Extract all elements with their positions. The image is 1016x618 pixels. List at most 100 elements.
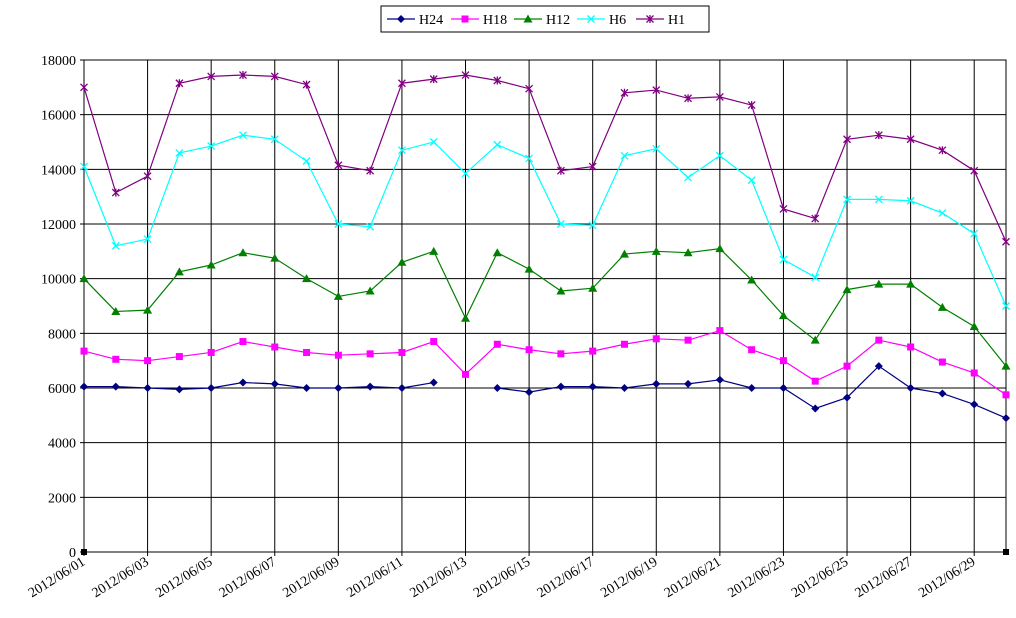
data-point-h24 — [811, 404, 820, 413]
data-point-h1 — [811, 214, 820, 223]
data-point-h18 — [239, 338, 247, 346]
data-point-h12 — [842, 285, 852, 294]
data-point-h24 — [525, 388, 534, 397]
data-point-h24 — [874, 362, 883, 371]
data-point-h24 — [207, 384, 216, 392]
legend-marker-h1 — [646, 15, 654, 23]
data-point-h24 — [715, 375, 724, 384]
data-point-h24 — [588, 382, 597, 391]
data-point-h1 — [302, 80, 311, 89]
data-point-h18 — [334, 351, 342, 359]
series-line-h18 — [83, 329, 1007, 396]
data-point-h1 — [779, 204, 788, 213]
data-point-h6 — [779, 255, 788, 264]
data-point-h1 — [111, 188, 120, 197]
data-point-h12 — [492, 248, 502, 257]
data-point-h18 — [938, 358, 946, 366]
data-point-h1 — [175, 79, 184, 88]
data-point-h12 — [333, 291, 343, 300]
data-point-h6 — [588, 221, 597, 230]
data-point-h6 — [111, 241, 120, 250]
data-point-h1 — [239, 71, 247, 80]
data-point-h24 — [970, 400, 979, 409]
data-point-h6 — [747, 176, 756, 185]
data-point-h18 — [525, 346, 533, 354]
data-point-h12 — [556, 286, 566, 295]
data-point-h6 — [175, 148, 184, 157]
data-point-h18 — [493, 340, 501, 348]
x-tick-label: 2012/06/15 — [471, 555, 533, 602]
series-line-h1 — [83, 74, 1007, 243]
legend-marker-h18 — [461, 15, 469, 23]
data-point-h12 — [79, 274, 89, 283]
data-point-h1 — [525, 84, 534, 93]
data-point-h12 — [588, 283, 598, 292]
data-point-h24 — [652, 379, 661, 388]
data-point-h18 — [144, 357, 152, 365]
data-point-h1 — [747, 101, 756, 110]
data-point-h6 — [970, 229, 979, 238]
x-tick-label: 2012/06/07 — [217, 555, 279, 602]
y-tick-label: 14000 — [41, 163, 76, 178]
data-point-h1 — [684, 94, 693, 103]
x-tick-label: 2012/06/09 — [280, 555, 342, 602]
data-point-h24 — [270, 379, 279, 388]
legend-label-h1: H1 — [668, 13, 685, 28]
data-point-h18 — [843, 362, 851, 370]
x-tick-label: 2012/06/01 — [26, 555, 88, 602]
data-point-h18 — [430, 338, 438, 346]
data-point-h12 — [906, 279, 916, 288]
y-axis-ticks: 0 2000 4000 6000 8000 10000 12000 14000 16000 180… — [41, 54, 84, 561]
x-tick-label: 2012/06/03 — [90, 555, 152, 602]
x-tick-label: 2012/06/29 — [916, 555, 978, 602]
data-point-h24 — [334, 384, 343, 392]
x-tick-label: 2012/06/11 — [344, 555, 406, 601]
data-point-h18 — [811, 377, 819, 385]
series-h12 — [79, 244, 1011, 370]
data-point-h24 — [779, 384, 788, 392]
y-tick-label: 18000 — [41, 54, 76, 69]
data-point-h6 — [906, 196, 915, 205]
data-point-h24 — [684, 379, 693, 388]
data-point-h1 — [843, 135, 851, 144]
data-point-h18 — [1002, 391, 1010, 399]
x-tick-label: 2012/06/05 — [153, 555, 215, 602]
data-point-h12 — [174, 267, 184, 276]
series-line-h12 — [83, 247, 1007, 367]
data-point-h12 — [778, 311, 788, 320]
data-point-h1 — [80, 83, 88, 92]
x-tick-label: 2012/06/21 — [662, 555, 724, 602]
data-point-h1 — [652, 86, 661, 95]
data-point-h1 — [397, 79, 406, 88]
data-point-h1 — [1002, 237, 1010, 246]
data-point-h18 — [303, 348, 311, 356]
legend-marker-h12 — [523, 14, 533, 23]
data-point-h12 — [937, 302, 947, 311]
data-point-h18 — [398, 348, 406, 356]
data-point-h1 — [906, 135, 915, 144]
data-point-h18 — [589, 347, 597, 355]
data-point-h12 — [206, 260, 216, 269]
data-point-h1 — [715, 92, 724, 101]
x-tick-label: 2012/06/13 — [408, 555, 470, 602]
data-point-h12 — [143, 305, 153, 314]
series-group — [79, 71, 1011, 423]
data-point-h1 — [143, 172, 152, 181]
data-point-h24 — [429, 378, 438, 387]
data-point-h18 — [207, 348, 215, 356]
data-point-h6 — [429, 138, 438, 146]
data-point-h12 — [397, 257, 407, 266]
data-point-h12 — [810, 335, 820, 344]
data-point-h1 — [588, 162, 597, 171]
data-point-h6 — [525, 154, 534, 163]
data-point-h18 — [462, 370, 470, 378]
data-point-h12 — [365, 286, 375, 295]
data-point-h12 — [969, 322, 979, 330]
grid — [84, 60, 1006, 552]
legend-label-h12: H12 — [546, 13, 570, 28]
data-point-h18 — [970, 369, 978, 377]
data-point-h6 — [874, 195, 883, 204]
data-point-h6 — [715, 151, 724, 160]
x-tick-label: 2012/06/19 — [598, 555, 660, 602]
